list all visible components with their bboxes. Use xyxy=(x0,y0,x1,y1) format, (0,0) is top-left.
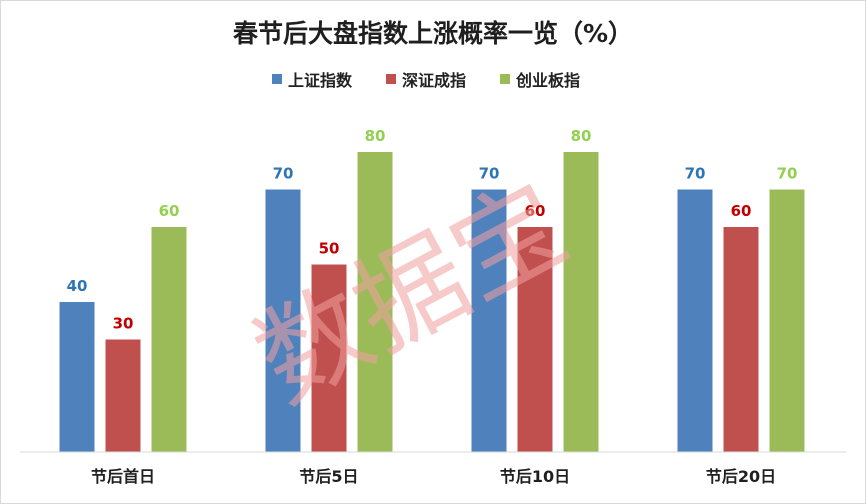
bar-1-4 xyxy=(677,189,713,452)
bar-3-4 xyxy=(769,189,805,452)
legend-swatch-2 xyxy=(386,74,396,84)
legend-swatch-1 xyxy=(272,74,282,84)
data-label-2-3: 60 xyxy=(525,202,546,220)
data-label-2-2: 50 xyxy=(319,240,340,258)
data-label-3-4: 70 xyxy=(777,165,798,183)
bar-3-3 xyxy=(563,152,599,452)
bar-1-1 xyxy=(59,302,95,452)
bar-1-2 xyxy=(265,189,301,452)
bar-2-1 xyxy=(105,339,141,452)
bar-3-2 xyxy=(357,152,393,452)
legend-label-1: 上证指数 xyxy=(288,71,353,90)
legend-label-3: 创业板指 xyxy=(515,71,580,90)
data-label-1-3: 70 xyxy=(479,165,500,183)
data-label-3-1: 60 xyxy=(159,202,180,220)
legend: 上证指数 深证成指 创业板指 xyxy=(272,71,580,90)
chart-title: 春节后大盘指数上涨概率一览（%） xyxy=(233,19,633,48)
legend-label-2: 深证成指 xyxy=(402,71,466,90)
bar-2-2 xyxy=(311,264,347,452)
data-labels: 40 30 60 70 50 80 70 60 80 70 60 70 xyxy=(67,127,798,333)
data-label-3-2: 80 xyxy=(365,127,386,145)
data-label-1-1: 40 xyxy=(67,277,88,295)
category-label-1: 节后首日 xyxy=(91,467,155,486)
category-label-2: 节后5日 xyxy=(299,467,358,486)
bars xyxy=(59,152,805,452)
data-label-1-4: 70 xyxy=(685,165,706,183)
bar-1-3 xyxy=(471,189,507,452)
data-label-2-1: 30 xyxy=(113,315,134,333)
bar-2-3 xyxy=(517,227,553,452)
data-label-1-2: 70 xyxy=(273,165,294,183)
legend-swatch-3 xyxy=(500,74,510,84)
category-label-3: 节后10日 xyxy=(500,467,570,486)
bar-3-1 xyxy=(151,227,187,452)
bar-2-4 xyxy=(723,227,759,452)
data-label-2-4: 60 xyxy=(731,202,752,220)
data-label-3-3: 80 xyxy=(571,127,592,145)
category-labels: 节后首日 节后5日 节后10日 节后20日 xyxy=(91,467,776,486)
category-label-4: 节后20日 xyxy=(706,467,776,486)
